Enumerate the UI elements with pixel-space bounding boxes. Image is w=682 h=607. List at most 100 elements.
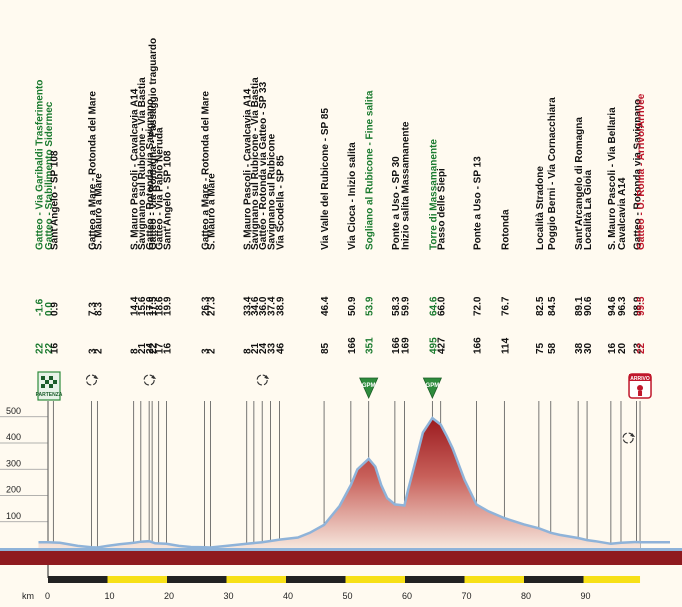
checkpoint-altitude: 24 [145,342,156,354]
checkpoint-altitude: 17 [155,342,166,354]
start-flag-square [41,384,45,388]
checkpoint-km: 58.3 [391,296,402,316]
checkpoint-km: 7.3 [87,302,98,316]
checkpoint-altitude: 21 [250,342,261,354]
checkpoint-km: 14.4 [130,296,141,316]
checkpoint-name: Torre di Massamanente [428,139,439,250]
checkpoint-altitude: 22 [35,342,46,354]
checkpoint-altitude: 21 [137,342,148,354]
checkpoint-altitude: 38 [574,342,585,354]
checkpoint-altitude: 3 [201,348,212,354]
checkpoint-km: 94.6 [607,296,618,316]
start-flag-square [49,376,53,380]
checkpoint-km: 89.1 [574,296,585,316]
x-tick-label: 90 [581,591,591,601]
km-strip-segment [405,576,465,583]
checkpoint-km: 90.6 [583,296,594,316]
checkpoint-km: 59.9 [400,296,411,316]
gpm-marker-icon [359,377,379,399]
checkpoint-altitude: 8 [130,348,141,354]
checkpoint-altitude: 16 [162,342,173,354]
checkpoint-name: Località Stradone [535,166,546,250]
checkpoint-name: Via Scodella - SP 85 [276,155,287,250]
checkpoint-name: Ponte a Uso - SP 30 [391,156,402,250]
x-tick-label: 60 [402,591,412,601]
x-axis-label: km [22,591,34,601]
checkpoint-km: 50.9 [347,296,358,316]
checkpoint-name: Sant'Angelo - SP 108 [49,150,60,250]
km-strip-segment [524,576,584,583]
y-tick-label: 200 [6,485,21,495]
checkpoint-km: 19.9 [162,296,173,316]
km-strip-segment [48,576,108,583]
checkpoint-km: 53.9 [365,296,376,316]
km-strip-segment [226,576,286,583]
checkpoint-km: 26.3 [201,296,212,316]
roundabout-arrow-icon [630,433,636,437]
checkpoint-km: 84.5 [547,296,558,316]
checkpoint-altitude: 16 [49,342,60,354]
checkpoint-altitude: 23 [633,342,644,354]
checkpoint-km: 96.3 [617,296,628,316]
checkpoint-altitude: 8 [243,348,254,354]
finish-label: ARRIVO [630,376,650,382]
roundabout-icon [85,374,97,386]
checkpoint-name: Sant'Angelo - SP 108 [162,150,173,250]
km-strip-segment [167,576,227,583]
checkpoint-altitude: 33 [267,342,278,354]
markers-layer: GPM GPM PARTENZA ARRIVO [36,371,652,444]
checkpoint-altitude: 22 [44,342,55,354]
checkpoint-name: Sant'Arcangelo di Romagna [574,117,585,250]
y-tick-label: 100 [6,511,21,521]
x-tick-label: 50 [343,591,353,601]
gpm-marker-label: GPM [362,383,376,389]
checkpoint-altitude: 2 [206,348,217,354]
checkpoint-km: 72.0 [472,296,483,316]
x-tick-label: 40 [283,591,293,601]
gpm-marker-label: GPM [426,383,440,389]
checkpoint-km: 17.5 [148,296,159,316]
checkpoint-km: 66.0 [437,296,448,316]
checkpoint-name: Passo delle Siepi [437,168,448,250]
checkpoint-altitude: 166 [347,337,358,354]
checkpoint-km: 46.4 [320,296,331,316]
checkpoint-km: 98.9 [633,296,644,316]
x-tick-label: 80 [521,591,531,601]
checkpoint-name: Gatteo - Stabilimento Sidermec [44,101,55,250]
x-tick-label: 10 [105,591,115,601]
checkpoint-altitude: 22 [636,342,647,354]
finish-figure-body [638,391,643,396]
base-line [0,548,682,551]
checkpoint-name: Gatteo a Mare - Rotonda del Mare [201,91,212,250]
checkpoint-name: Via Valle del Rubicone - SP 85 [320,108,331,250]
y-tick-label: 300 [6,458,21,468]
checkpoint-km: 0.0 [44,302,55,316]
checkpoint-km: -1.6 [35,298,46,316]
checkpoint-km: 37.4 [267,296,278,316]
checkpoint-km: 8.3 [93,302,104,316]
checkpoint-name: S. Mauro Pascoli - Cavalcavia A14 [243,88,254,250]
checkpoint-km: 17.0 [145,296,156,316]
checkpoint-name: Ponte a Uso - SP 13 [472,156,483,250]
x-tick-label: 20 [164,591,174,601]
profile-area [38,418,641,548]
km-strip-segment [345,576,405,583]
checkpoint-altitude: 495 [428,337,439,354]
checkpoint-altitude: 166 [472,337,483,354]
checkpoint-name: Via Cioca - Inizio salita [347,142,358,250]
start-flag-square [45,380,49,384]
grid-layer [0,401,49,548]
checkpoint-name: Gatteo a Mare - Rotonda del Mare [87,91,98,250]
checkpoint-name: Gatteo - U. Roma - Arrivo/Arrivée [636,93,647,250]
checkpoint-name: Savignano sul Rubicone - Via Bastia [250,77,261,250]
roundabout-arrow-icon [151,375,157,379]
x-tick-label: 0 [45,591,50,601]
checkpoint-name: S. Mauro Pascoli - Via Bellaria [607,107,618,250]
finish-marker-band [629,374,652,381]
roundabout-icon [622,432,634,444]
checkpoint-km: 64.6 [428,296,439,316]
checkpoint-name: Cavalcavia A14 [617,177,628,250]
checkpoint-altitude: 75 [535,342,546,354]
